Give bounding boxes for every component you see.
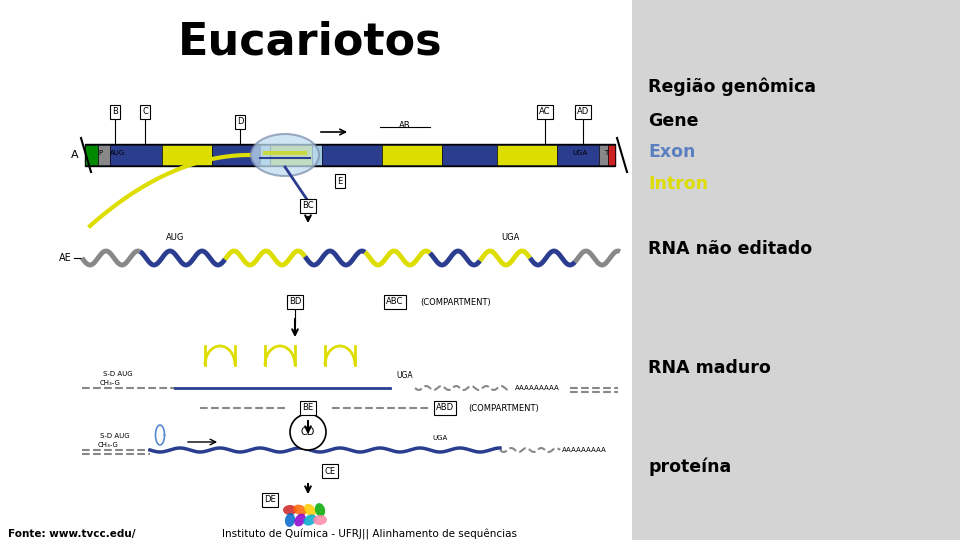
Bar <box>110 145 162 165</box>
Bar <box>632 0 960 540</box>
Text: UGA: UGA <box>501 233 519 242</box>
Text: RNA maduro: RNA maduro <box>648 359 771 377</box>
Bar <box>322 145 382 165</box>
Text: AUG: AUG <box>166 233 184 242</box>
Text: UGA: UGA <box>396 371 414 380</box>
Text: ABC: ABC <box>386 298 404 307</box>
Text: Exon: Exon <box>648 143 695 161</box>
Ellipse shape <box>251 134 319 176</box>
Text: UGA: UGA <box>572 150 588 156</box>
Text: S-D AUG: S-D AUG <box>103 371 132 377</box>
Bar <box>98 145 110 165</box>
Bar <box>85 145 98 165</box>
Text: Instituto de Química - UFRJ|| Alinhamento de sequências: Instituto de Química - UFRJ|| Alinhament… <box>223 529 517 539</box>
Text: DE: DE <box>264 496 276 504</box>
Bar <box>608 145 615 165</box>
Text: Região genômica: Região genômica <box>648 77 816 96</box>
Text: BC: BC <box>302 201 314 211</box>
Text: CD: CD <box>300 427 315 437</box>
Text: AAAAAAAAA: AAAAAAAAA <box>515 385 560 391</box>
Text: Eucariotos: Eucariotos <box>178 21 443 64</box>
Text: AD: AD <box>577 107 589 117</box>
Text: proteína: proteína <box>648 458 732 476</box>
Text: D: D <box>237 118 243 126</box>
Ellipse shape <box>285 513 295 527</box>
Bar <box>85 144 615 166</box>
Bar <box>497 145 557 165</box>
Text: B: B <box>112 107 118 117</box>
Bar <box>212 145 260 165</box>
Text: BD: BD <box>289 298 301 307</box>
Text: UGA: UGA <box>432 435 447 441</box>
Text: RNA não editado: RNA não editado <box>648 240 812 259</box>
Ellipse shape <box>295 514 305 526</box>
Bar <box>599 145 608 165</box>
Text: AUG: AUG <box>110 150 126 156</box>
Bar <box>162 145 212 165</box>
Text: CH₃-G: CH₃-G <box>100 380 120 386</box>
Bar <box>260 145 270 165</box>
Text: Intron: Intron <box>648 174 708 193</box>
Bar <box>270 145 312 165</box>
Text: C: C <box>142 107 148 117</box>
Text: S-D AUG: S-D AUG <box>100 433 130 439</box>
Text: CH₃-G: CH₃-G <box>98 442 118 448</box>
Text: (COMPARTMENT): (COMPARTMENT) <box>420 298 491 307</box>
Text: CE: CE <box>324 467 336 476</box>
Ellipse shape <box>315 503 325 517</box>
Bar <box>382 145 442 165</box>
Text: A: A <box>71 150 79 160</box>
Bar <box>442 145 497 165</box>
Text: AAAAAAAAA: AAAAAAAAA <box>562 447 607 453</box>
Circle shape <box>290 414 326 450</box>
Text: AB: AB <box>399 121 411 130</box>
Text: P: P <box>98 150 102 156</box>
Text: E: E <box>337 177 343 186</box>
Text: Gene: Gene <box>648 112 699 131</box>
Ellipse shape <box>304 504 316 516</box>
Text: Fonte: www.tvcc.edu/: Fonte: www.tvcc.edu/ <box>8 529 135 539</box>
Ellipse shape <box>283 505 297 515</box>
Text: ABD: ABD <box>436 403 454 413</box>
Ellipse shape <box>313 515 327 525</box>
Ellipse shape <box>303 515 317 525</box>
Ellipse shape <box>294 504 306 515</box>
Text: (COMPARTMENT): (COMPARTMENT) <box>468 403 539 413</box>
Text: AC: AC <box>540 107 551 117</box>
Text: AE: AE <box>60 253 72 263</box>
Bar <box>312 145 322 165</box>
Bar <box>557 145 599 165</box>
Text: BE: BE <box>302 403 314 413</box>
Text: T: T <box>604 150 608 156</box>
